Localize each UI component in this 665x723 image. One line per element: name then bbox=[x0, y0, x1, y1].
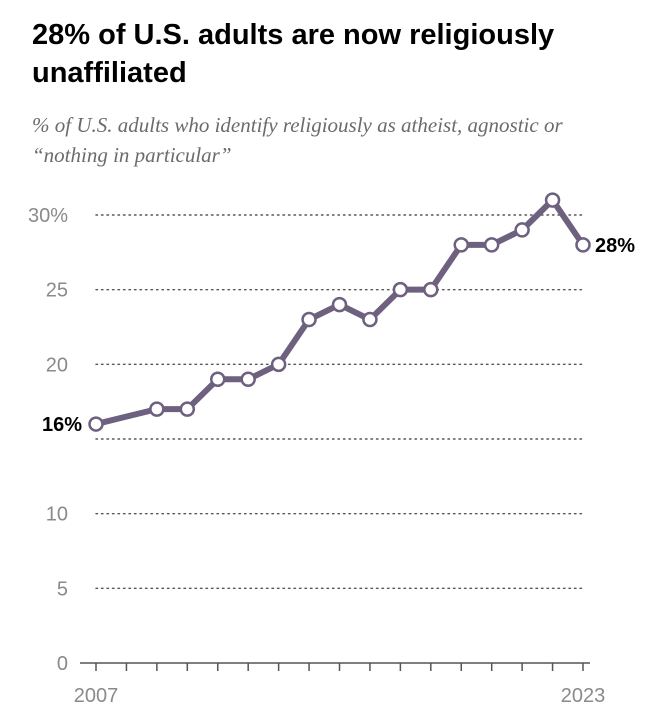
data-label-2023: 28% bbox=[595, 235, 635, 257]
data-point-2014 bbox=[301, 311, 317, 328]
data-point-2012 bbox=[240, 371, 256, 388]
x-axis: 2007 2023 bbox=[74, 662, 606, 707]
data-point-2010 bbox=[179, 401, 196, 417]
data-point-2011 bbox=[210, 371, 226, 388]
chart-subtitle: % of U.S. adults who identify religiousl… bbox=[32, 113, 563, 167]
data-labels: 16% 28% bbox=[42, 235, 635, 436]
y-tick-label: 20 bbox=[46, 354, 68, 376]
data-point-2007 bbox=[88, 416, 104, 432]
y-tick-label: 10 bbox=[46, 504, 68, 526]
data-label-2007: 16% bbox=[42, 414, 82, 436]
x-tick-label: 2007 bbox=[74, 685, 119, 707]
y-tick-label: 0 bbox=[57, 653, 68, 675]
y-tick-label: 25 bbox=[46, 280, 68, 302]
series-layer bbox=[88, 192, 591, 432]
data-point-2017 bbox=[392, 281, 409, 298]
data-point-2022 bbox=[544, 192, 561, 208]
data-point-2019 bbox=[453, 237, 469, 253]
data-point-2009 bbox=[149, 401, 165, 417]
gridlines: 0 5 10 20 25 30% bbox=[28, 205, 584, 675]
data-point-2020 bbox=[483, 237, 500, 253]
data-point-2016 bbox=[362, 311, 378, 328]
x-tick-label: 2023 bbox=[561, 685, 606, 707]
data-point-2018 bbox=[423, 281, 439, 298]
y-tick-label: 5 bbox=[57, 578, 68, 600]
data-point-2021 bbox=[514, 222, 530, 238]
chart-title: 28% of U.S. adults are now religiously u… bbox=[32, 19, 555, 89]
data-point-2015 bbox=[331, 296, 348, 313]
series-line bbox=[93, 197, 586, 428]
data-point-2023 bbox=[575, 237, 591, 253]
y-tick-label: 30% bbox=[28, 205, 68, 227]
data-point-2013 bbox=[270, 356, 287, 373]
